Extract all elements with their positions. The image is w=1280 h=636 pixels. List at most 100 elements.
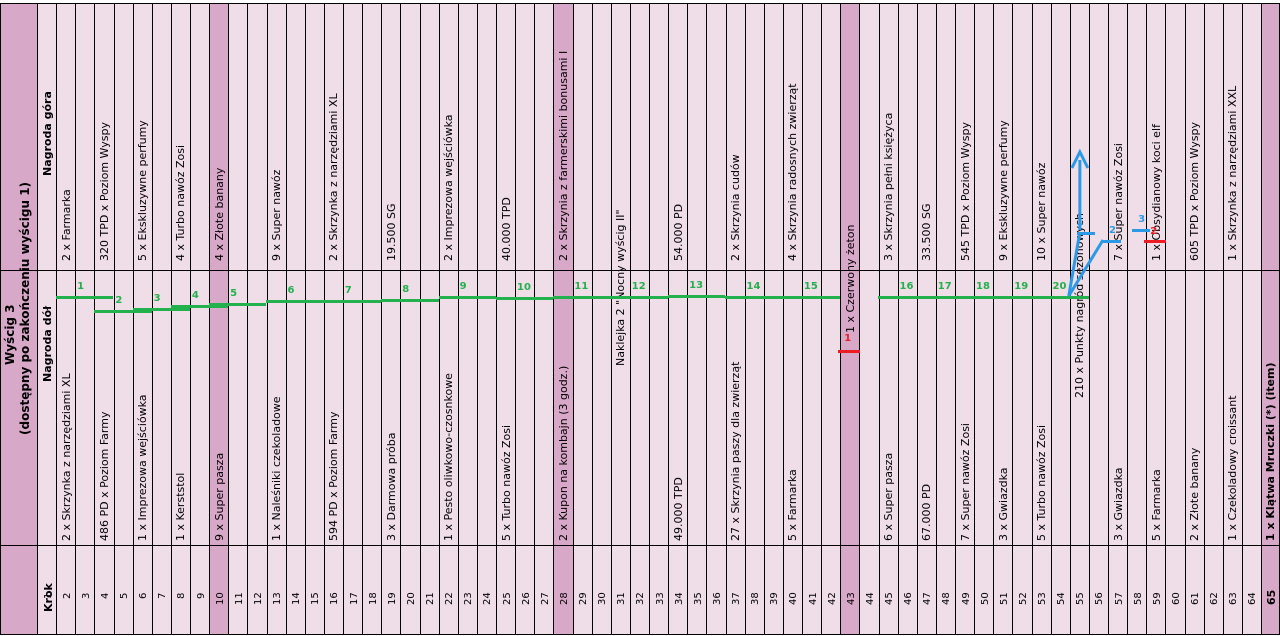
step-column-57: 57 3 x Gwiazdka 7 x Super nawóz Zosi [1109,3,1129,634]
step-column-7: 7 [152,3,172,634]
green-level-18 [954,296,1013,299]
green-level-2 [94,310,152,313]
step-column-15: 15 [305,3,325,634]
step-column-25: 25 5 x Turbo nawóz Zosi 40.000 TPD [497,3,517,634]
step-column-12: 12 [248,3,268,634]
green-level-9 [438,296,496,299]
step-column-19: 19 3 x Darmowa próba 19.500 SG [382,3,402,634]
green-level-number-12: 12 [631,281,646,292]
step-column-26: 26 [516,3,536,634]
step-column-33: 33 [650,3,670,634]
step-column-36: 36 [707,3,727,634]
green-level-16 [878,296,936,299]
green-level-number-15: 15 [803,281,818,292]
title-column: Wyścig 3 (dostępny po zakończeniu wyścig… [0,3,38,634]
step-column-16: 16 594 PD x Poziom Farmy 2 x Skrzynka z na… [324,3,344,634]
grid-line-2 [0,545,1280,546]
green-level-number-11: 11 [574,281,589,292]
step-column-4: 4 486 PD x Poziom Farmy 320 TPD x Poziom W… [95,3,115,634]
step-column-23: 23 [458,3,478,634]
green-level-7 [323,300,382,303]
green-level-8 [381,299,439,302]
step-column-37: 37 27 x Skrzynia paszy dla zwierząt 2 x Sk… [726,3,746,634]
green-level-number-16: 16 [899,281,914,292]
green-level-number-17: 17 [937,281,952,292]
green-level-10 [495,297,554,300]
green-level-1 [56,296,114,299]
step-column-60: 60 [1166,3,1186,634]
green-level-20 [1031,296,1089,299]
step-column-58: 58 [1128,3,1148,634]
green-level-14 [725,296,783,299]
step-column-32: 32 [630,3,650,634]
step-column-35: 35 [688,3,708,634]
green-level-number-4: 4 [191,290,199,301]
green-level-15 [782,296,841,299]
step-column-63: 63 1 x Czekoladowy croissant 1 x Skrzynka … [1223,3,1243,634]
green-level-4 [170,305,229,308]
step-column-48: 48 [936,3,956,634]
step-column-45: 45 6 x Super pasza 3 x Skrzynia pełni księ… [879,3,899,634]
step-column-47: 47 67.000 PD 33.500 SG [917,3,937,634]
step-column-38: 38 [745,3,765,634]
step-column-27: 27 [535,3,555,634]
green-level-13 [668,295,726,298]
green-level-number-14: 14 [746,281,761,292]
grid-line-3 [0,634,1280,635]
step-column-41: 41 [803,3,823,634]
step-column-30: 30 [592,3,612,634]
green-level-number-20: 20 [1052,281,1067,292]
green-level-number-5: 5 [230,288,238,299]
green-level-number-18: 18 [976,281,990,292]
blue-connector-2 [1067,239,1105,297]
red-level-number-1: 1 [844,333,852,344]
green-level-number-7: 7 [344,285,352,296]
step-column-11: 11 [229,3,249,634]
green-level-number-10: 10 [517,282,531,293]
green-level-5 [209,303,267,306]
step-column-31: 31 Naklejka 2 "Nocny wyścig II" [611,3,631,634]
step-column-43: 43 1 x Czerwony żeton [841,3,861,634]
step-column-17: 17 [344,3,364,634]
green-level-number-2: 2 [115,295,123,306]
step-column-42: 42 [822,3,842,634]
green-level-number-13: 13 [689,280,704,291]
step-column-34: 34 49.000 TPD 54.000 PD [669,3,689,634]
step-column-61: 61 2 x Złote banany 605 TPD x Poziom Wyspy [1185,3,1205,634]
green-level-number-1: 1 [77,281,85,292]
green-level-number-6: 6 [287,285,295,296]
red-level-1 [838,350,861,353]
blue-level-number-3: 3 [1138,214,1146,225]
step-column-51: 51 3 x Gwiazdka 9 x Ekskluzywne perfumy [994,3,1014,634]
step-column-1: 1 [38,3,58,634]
green-level-12 [610,296,668,299]
green-level-11 [553,296,611,299]
step-column-59: 59 5 x Farmarka 1 x Obsydianowy koci elf [1147,3,1167,634]
step-column-50: 50 [975,3,995,634]
step-column-44: 44 [860,3,880,634]
step-column-46: 46 [898,3,918,634]
step-column-13: 13 1 x Naleśniki czekoladowe 9 x Super naw… [267,3,287,634]
step-column-39: 39 [764,3,784,634]
step-column-52: 52 [1013,3,1033,634]
grid-line-0 [0,3,1280,4]
green-level-number-3: 3 [153,293,161,304]
green-level-17 [916,296,974,299]
blue-level-2 [1103,240,1121,243]
step-column-9: 9 [191,3,211,634]
step-column-64: 64 [1242,3,1262,634]
red-level-number-2: 2 [1150,226,1158,237]
step-column-54: 54 [1051,3,1071,634]
step-column-18: 18 [363,3,383,634]
blue-connector-1 [1067,231,1082,297]
green-level-3 [132,308,190,311]
green-level-19 [993,296,1051,299]
green-level-number-19: 19 [1014,281,1029,292]
step-column-14: 14 [286,3,306,634]
step-column-53: 53 5 x Turbo nawóz Zosi 10 x Super nawóz [1032,3,1052,634]
green-level-number-8: 8 [402,284,410,295]
step-column-56: 56 [1089,3,1109,634]
step-column-21: 21 [420,3,440,634]
